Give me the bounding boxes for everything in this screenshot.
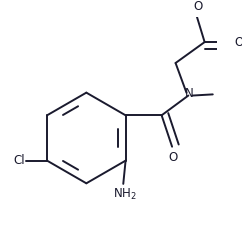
Text: O: O [169,151,178,164]
Text: N: N [185,87,194,100]
Text: Cl: Cl [13,154,25,167]
Text: O: O [193,0,202,13]
Text: O: O [235,36,242,49]
Text: NH$_2$: NH$_2$ [113,187,136,202]
